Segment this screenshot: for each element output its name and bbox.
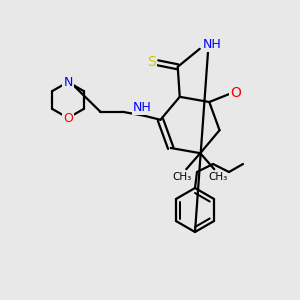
Text: CH₃: CH₃: [172, 172, 192, 182]
Text: NH: NH: [133, 101, 152, 114]
Text: NH: NH: [203, 38, 221, 51]
Text: CH₃: CH₃: [208, 172, 228, 182]
Text: O: O: [230, 86, 241, 100]
Text: S: S: [147, 55, 156, 69]
Text: O: O: [63, 112, 73, 124]
Text: N: N: [63, 76, 73, 88]
